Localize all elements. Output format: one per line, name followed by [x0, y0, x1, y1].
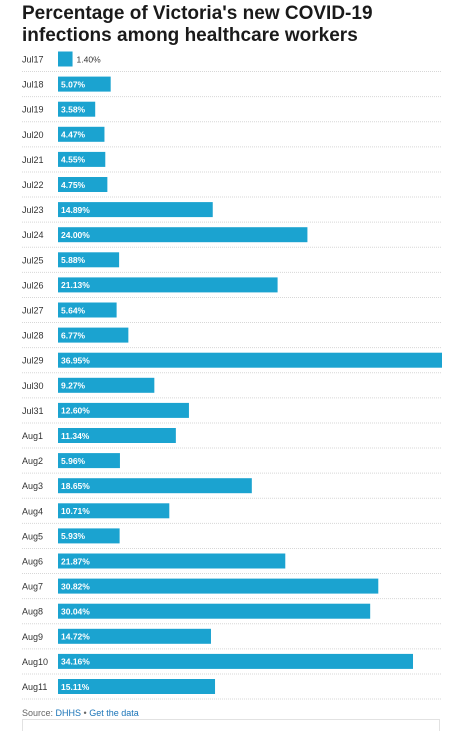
labels: Jul17 1.40% Jul18 5.07% Jul19 3.58% Jul20 4.47%…: [22, 54, 101, 692]
value-label: 5.07%: [61, 79, 86, 89]
category-label: Jul30: [22, 381, 44, 391]
category-label: Aug7: [22, 582, 43, 592]
bar: [58, 402, 189, 418]
bars: [58, 51, 442, 694]
bar: [58, 428, 176, 443]
source-prefix: Source:: [22, 708, 56, 718]
bar: [58, 327, 129, 343]
value-label: 30.04%: [61, 607, 90, 617]
bar: [58, 227, 308, 243]
bar: [58, 76, 111, 92]
category-label: Aug9: [22, 632, 43, 642]
bar: [58, 478, 252, 494]
category-label: Aug4: [22, 506, 43, 516]
value-label: 4.47%: [61, 130, 86, 140]
category-label: Jul21: [22, 155, 44, 165]
category-label: Jul31: [22, 406, 44, 416]
value-label: 15.11%: [61, 682, 90, 692]
category-label: Aug6: [22, 557, 43, 567]
value-label: 36.95%: [61, 356, 90, 366]
value-label: 21.87%: [61, 556, 90, 566]
value-label: 3.58%: [61, 105, 86, 115]
source-link-dhhs[interactable]: DHHS: [55, 708, 82, 718]
value-label: 1.40%: [77, 54, 102, 64]
value-label: 24.00%: [61, 230, 90, 240]
bar: [58, 553, 286, 569]
category-label: Jul24: [22, 230, 44, 240]
bar: [58, 101, 96, 117]
bar: [58, 528, 120, 544]
category-label: Jul22: [22, 180, 44, 190]
bar: [58, 603, 371, 619]
bar: [58, 151, 106, 167]
category-label: Jul25: [22, 255, 44, 265]
value-label: 10.71%: [61, 506, 90, 516]
get-the-data-link[interactable]: Get the data: [89, 708, 139, 718]
category-label: Jul17: [22, 55, 44, 65]
bar: [58, 126, 105, 142]
bar: [58, 51, 73, 67]
footer-panel: [22, 719, 440, 731]
bar-chart: Jul17 1.40% Jul18 5.07% Jul19 3.58% Jul20 4.47%…: [22, 51, 442, 700]
category-label: Aug5: [22, 531, 43, 541]
category-label: Jul26: [22, 280, 44, 290]
value-label: 4.55%: [61, 155, 86, 165]
value-label: 5.88%: [61, 255, 86, 265]
value-label: 4.75%: [61, 180, 86, 190]
value-label: 21.13%: [61, 280, 90, 290]
category-label: Aug8: [22, 607, 43, 617]
category-label: Aug3: [22, 481, 43, 491]
bar: [58, 503, 170, 519]
category-label: Aug11: [22, 682, 47, 692]
value-label: 6.77%: [61, 330, 86, 340]
source-separator: •: [81, 708, 90, 718]
value-label: 11.34%: [61, 431, 90, 441]
category-label: Jul18: [22, 80, 44, 90]
value-label: 5.64%: [61, 305, 86, 315]
value-label: 14.72%: [61, 632, 90, 642]
value-label: 34.16%: [61, 657, 90, 667]
chart-title: Percentage of Victoria's new COVID-19 in…: [22, 3, 373, 46]
category-label: Aug10: [22, 657, 48, 667]
category-label: Jul29: [22, 356, 44, 366]
bar: [58, 252, 120, 268]
category-label: Jul20: [22, 130, 44, 140]
gridlines: [22, 71, 442, 700]
bar: [58, 653, 414, 669]
bar: [58, 177, 108, 192]
value-label: 9.27%: [61, 381, 86, 391]
category-label: Aug1: [22, 431, 43, 441]
value-label: 5.93%: [61, 531, 86, 541]
bar: [58, 679, 216, 694]
value-label: 5.96%: [61, 456, 86, 466]
value-label: 18.65%: [61, 481, 90, 491]
bar: [58, 377, 155, 393]
bar: [58, 578, 379, 594]
bar: [58, 453, 120, 469]
value-label: 30.82%: [61, 581, 90, 591]
bar: [58, 352, 442, 368]
value-label: 14.89%: [61, 205, 90, 215]
category-label: Jul19: [22, 105, 44, 115]
bar: [58, 628, 211, 644]
bar: [58, 202, 213, 218]
category-label: Jul28: [22, 331, 44, 341]
category-label: Jul27: [22, 306, 44, 316]
category-label: Jul23: [22, 205, 44, 215]
value-label: 12.60%: [61, 406, 90, 416]
source-note: Source: DHHS • Get the data: [22, 708, 139, 718]
bar: [58, 277, 278, 293]
bar: [58, 302, 117, 318]
category-label: Aug2: [22, 456, 43, 466]
